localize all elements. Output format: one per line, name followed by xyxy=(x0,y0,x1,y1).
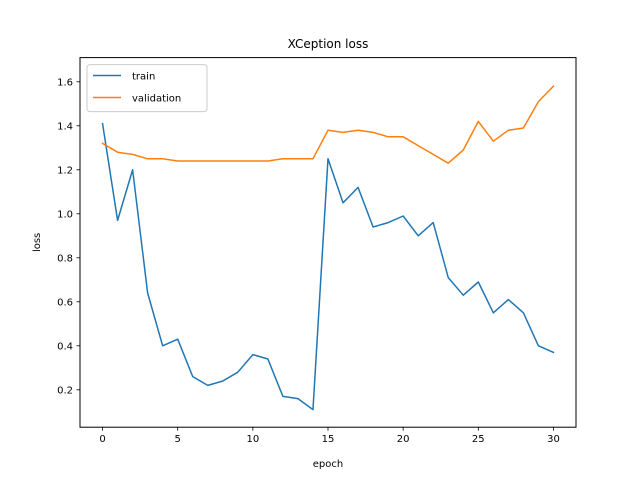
y-axis-label: loss xyxy=(32,233,43,252)
y-tick-label: 0.6 xyxy=(57,297,73,308)
x-tick-label: 20 xyxy=(397,434,410,445)
x-tick-label: 30 xyxy=(547,434,560,445)
series-layer xyxy=(101,85,555,411)
y-tick-label: 1.2 xyxy=(57,165,73,176)
y-tick-label: 0.4 xyxy=(57,341,73,352)
legend-label-train: train xyxy=(132,72,155,83)
series-line-train xyxy=(101,122,555,411)
legend-label-validation: validation xyxy=(132,94,181,105)
legend: train validation xyxy=(86,64,208,113)
x-tick-label: 5 xyxy=(175,434,181,445)
x-tick-label: 10 xyxy=(246,434,259,445)
x-tick-label: 0 xyxy=(99,434,105,445)
series-line-validation xyxy=(101,85,555,164)
plot-frame xyxy=(79,57,577,428)
ticks-layer: 0 5 10 15 20 25 30 0.2 0.4 0.6 0.8 1.0 1.2 1.4 1.6 xyxy=(57,77,560,445)
y-tick-label: 0.2 xyxy=(57,385,73,396)
x-tick-label: 25 xyxy=(472,434,485,445)
y-tick-label: 1.0 xyxy=(57,209,73,220)
x-axis-label: epoch xyxy=(313,459,343,470)
chart-title: XCeption loss xyxy=(288,37,369,51)
legend-box xyxy=(86,64,208,113)
y-tick-label: 0.8 xyxy=(57,253,73,264)
x-tick-label: 15 xyxy=(322,434,335,445)
y-tick-label: 1.4 xyxy=(57,121,73,132)
y-tick-label: 1.6 xyxy=(57,77,73,88)
